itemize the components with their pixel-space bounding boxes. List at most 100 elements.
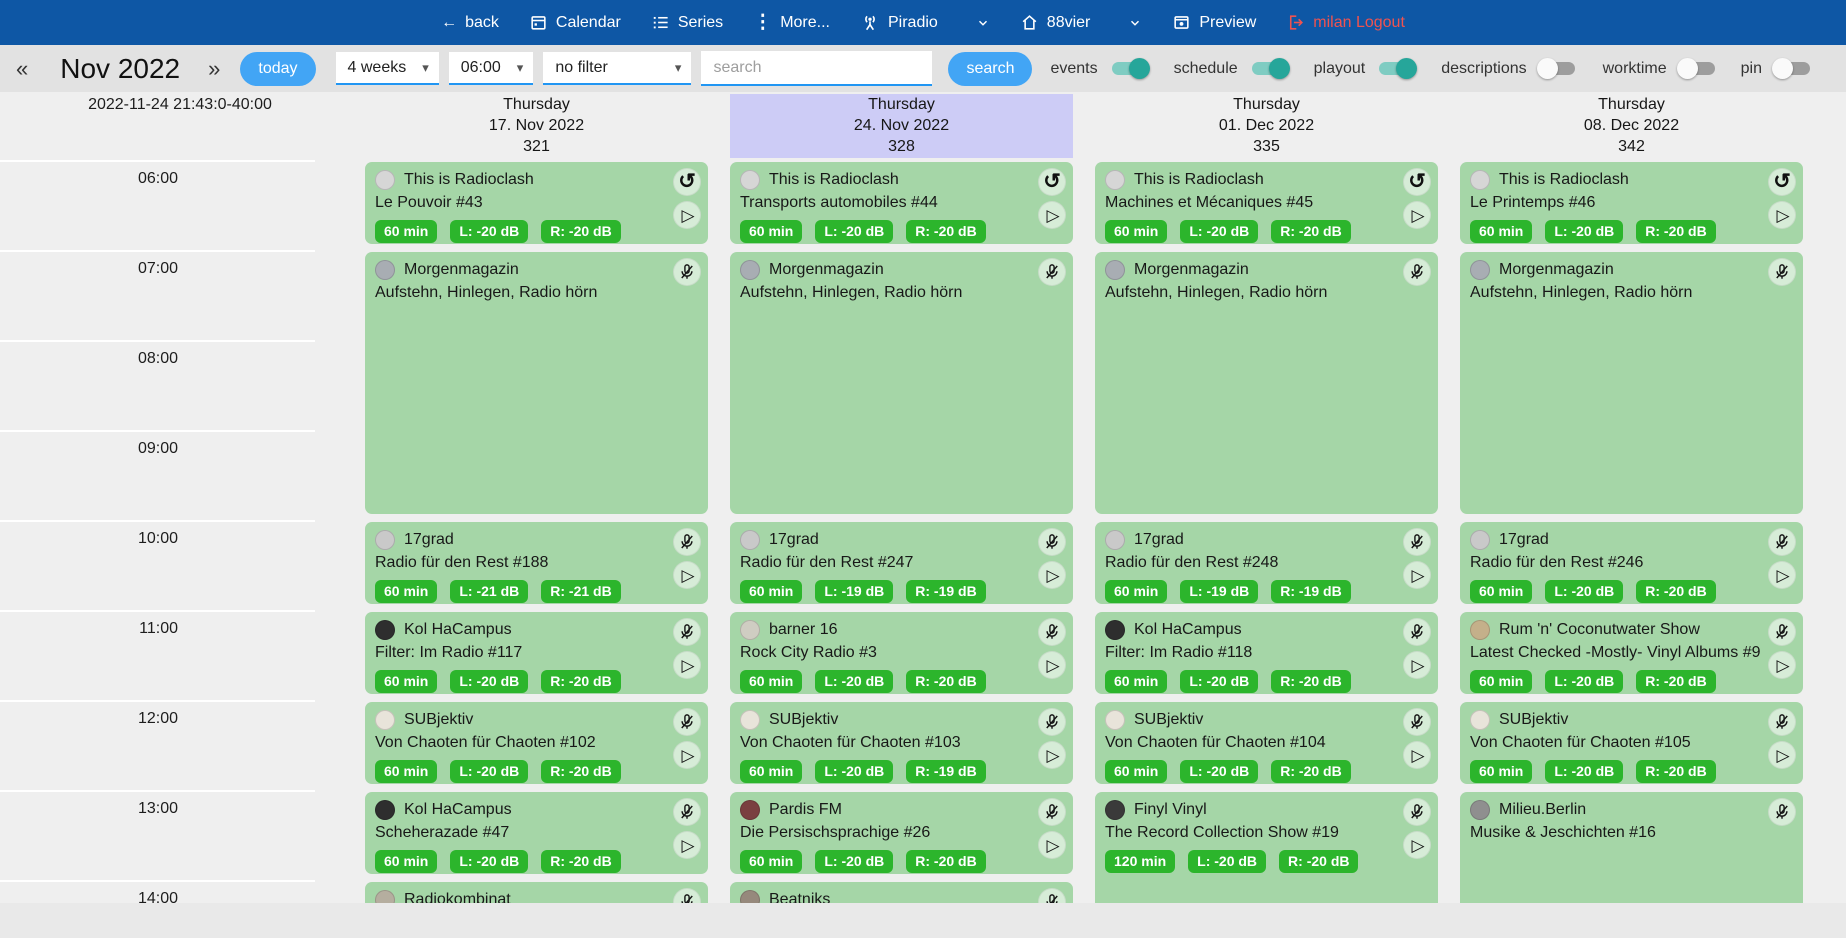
event-card[interactable]: 17grad Radio für den Rest #246 60 min L: …	[1460, 522, 1803, 604]
mic-off-button[interactable]	[673, 618, 701, 646]
nav-more[interactable]: ⋮ More...	[753, 11, 830, 34]
event-card[interactable]: Kol HaCampus Filter: Im Radio #117 60 mi…	[365, 612, 708, 694]
station-primary[interactable]: Piradio	[860, 13, 938, 33]
start-time-select[interactable]: 06:00 ▾	[448, 52, 534, 85]
switch-thumb[interactable]	[1772, 58, 1793, 79]
event-card[interactable]: 17grad Radio für den Rest #188 60 min L: …	[365, 522, 708, 604]
event-card[interactable]: SUBjektiv Von Chaoten für Chaoten #104 6…	[1095, 702, 1438, 784]
replay-button[interactable]: ↺	[673, 168, 701, 196]
back-button[interactable]: ← back	[441, 14, 499, 32]
play-button[interactable]: ▷	[1768, 561, 1796, 589]
play-button[interactable]: ▷	[1403, 831, 1431, 859]
filter-select[interactable]: no filter ▾	[543, 52, 692, 85]
play-button[interactable]: ▷	[673, 741, 701, 769]
nav-series[interactable]: Series	[651, 13, 723, 32]
mic-off-button[interactable]	[1768, 618, 1796, 646]
play-button[interactable]: ▷	[1038, 831, 1066, 859]
mic-off-button[interactable]	[1768, 528, 1796, 556]
mic-off-button[interactable]	[1768, 798, 1796, 826]
play-button[interactable]: ▷	[1038, 561, 1066, 589]
mic-off-button[interactable]	[673, 528, 701, 556]
play-button[interactable]: ▷	[1403, 741, 1431, 769]
toggle-descriptions[interactable]: descriptions	[1441, 58, 1576, 79]
mic-off-button[interactable]	[673, 258, 701, 286]
switch-thumb[interactable]	[1396, 58, 1418, 79]
event-card[interactable]: Rum 'n' Coconutwater Show Latest Checked…	[1460, 612, 1803, 694]
play-button[interactable]: ▷	[673, 651, 701, 679]
mic-off-button[interactable]	[1768, 258, 1796, 286]
event-card[interactable]: Morgenmagazin Aufstehn, Hinlegen, Radio …	[1460, 252, 1803, 514]
event-card[interactable]: This is Radioclash Le Printemps #46 60 m…	[1460, 162, 1803, 244]
event-card[interactable]: This is Radioclash Machines et Mécanique…	[1095, 162, 1438, 244]
toggle-switch[interactable]	[1676, 58, 1717, 79]
event-card[interactable]: Beatniks	[730, 882, 1073, 903]
event-card[interactable]: This is Radioclash Transports automobile…	[730, 162, 1073, 244]
event-card[interactable]: 17grad Radio für den Rest #248 60 min L: …	[1095, 522, 1438, 604]
play-button[interactable]: ▷	[1403, 201, 1431, 229]
preview-button[interactable]: Preview	[1172, 13, 1256, 32]
play-button[interactable]: ▷	[673, 201, 701, 229]
event-card[interactable]: SUBjektiv Von Chaoten für Chaoten #103 6…	[730, 702, 1073, 784]
mic-off-button[interactable]	[1038, 708, 1066, 736]
mic-off-button[interactable]	[1403, 618, 1431, 646]
toggle-playout[interactable]: playout	[1314, 58, 1418, 79]
switch-thumb[interactable]	[1676, 58, 1698, 79]
event-card[interactable]: This is Radioclash Le Pouvoir #43 60 min…	[365, 162, 708, 244]
switch-thumb[interactable]	[1268, 58, 1290, 79]
event-card[interactable]: Kol HaCampus Scheherazade #47 60 min L: -…	[365, 792, 708, 874]
toggle-schedule[interactable]: schedule	[1174, 58, 1290, 79]
search-button[interactable]: search	[948, 51, 1033, 86]
toggle-switch[interactable]	[1377, 58, 1418, 79]
mic-off-button[interactable]	[1038, 258, 1066, 286]
play-button[interactable]: ▷	[1403, 651, 1431, 679]
event-card[interactable]: Morgenmagazin Aufstehn, Hinlegen, Radio …	[1095, 252, 1438, 514]
event-card[interactable]: SUBjektiv Von Chaoten für Chaoten #102 6…	[365, 702, 708, 784]
mic-off-button[interactable]	[1403, 708, 1431, 736]
event-card[interactable]: Kol HaCampus Filter: Im Radio #118 60 mi…	[1095, 612, 1438, 694]
event-card[interactable]: Morgenmagazin Aufstehn, Hinlegen, Radio …	[365, 252, 708, 514]
event-card[interactable]: Milieu.Berlin Musike & Jeschichten #16	[1460, 792, 1803, 903]
toggle-switch[interactable]	[1536, 58, 1577, 79]
switch-thumb[interactable]	[1536, 58, 1558, 79]
logout-button[interactable]: milan Logout	[1286, 13, 1405, 32]
event-card[interactable]: 17grad Radio für den Rest #247 60 min L: …	[730, 522, 1073, 604]
play-button[interactable]: ▷	[1038, 201, 1066, 229]
switch-thumb[interactable]	[1128, 58, 1150, 79]
play-button[interactable]: ▷	[1038, 741, 1066, 769]
mic-off-button[interactable]	[1403, 528, 1431, 556]
toggle-switch[interactable]	[1110, 58, 1150, 79]
event-card[interactable]: Morgenmagazin Aufstehn, Hinlegen, Radio …	[730, 252, 1073, 514]
station-secondary-chevron-down-icon[interactable]	[1128, 16, 1142, 30]
station-secondary[interactable]: 88vier	[1020, 13, 1090, 32]
event-card[interactable]: barner 16 Rock City Radio #3 60 min L: -2…	[730, 612, 1073, 694]
play-button[interactable]: ▷	[1768, 741, 1796, 769]
event-card[interactable]: Finyl Vinyl The Record Collection Show #…	[1095, 792, 1438, 903]
event-card[interactable]: Pardis FM Die Persischsprachige #26 60 m…	[730, 792, 1073, 874]
range-select[interactable]: 4 weeks ▾	[335, 52, 439, 85]
toggle-events[interactable]: events	[1050, 58, 1150, 79]
search-input[interactable]	[701, 51, 933, 86]
mic-off-button[interactable]	[1768, 708, 1796, 736]
event-card[interactable]: SUBjektiv Von Chaoten für Chaoten #105 6…	[1460, 702, 1803, 784]
mic-off-button[interactable]	[673, 888, 701, 903]
mic-off-button[interactable]	[1403, 258, 1431, 286]
play-button[interactable]: ▷	[1403, 561, 1431, 589]
next-month-button[interactable]: »	[208, 55, 221, 81]
mic-off-button[interactable]	[1038, 528, 1066, 556]
today-button[interactable]: today	[240, 51, 316, 86]
toggle-switch[interactable]	[1250, 58, 1290, 79]
play-button[interactable]: ▷	[1038, 651, 1066, 679]
prev-month-button[interactable]: «	[16, 55, 29, 81]
mic-off-button[interactable]	[1403, 798, 1431, 826]
mic-off-button[interactable]	[673, 798, 701, 826]
event-card[interactable]: Radiokombinat	[365, 882, 708, 903]
toggle-switch[interactable]	[1772, 58, 1812, 79]
toggle-worktime[interactable]: worktime	[1603, 58, 1717, 79]
mic-off-button[interactable]	[1038, 618, 1066, 646]
play-button[interactable]: ▷	[1768, 651, 1796, 679]
replay-button[interactable]: ↺	[1768, 168, 1796, 196]
replay-button[interactable]: ↺	[1403, 168, 1431, 196]
mic-off-button[interactable]	[673, 708, 701, 736]
play-button[interactable]: ▷	[1768, 201, 1796, 229]
toggle-pin[interactable]: pin	[1741, 58, 1812, 79]
